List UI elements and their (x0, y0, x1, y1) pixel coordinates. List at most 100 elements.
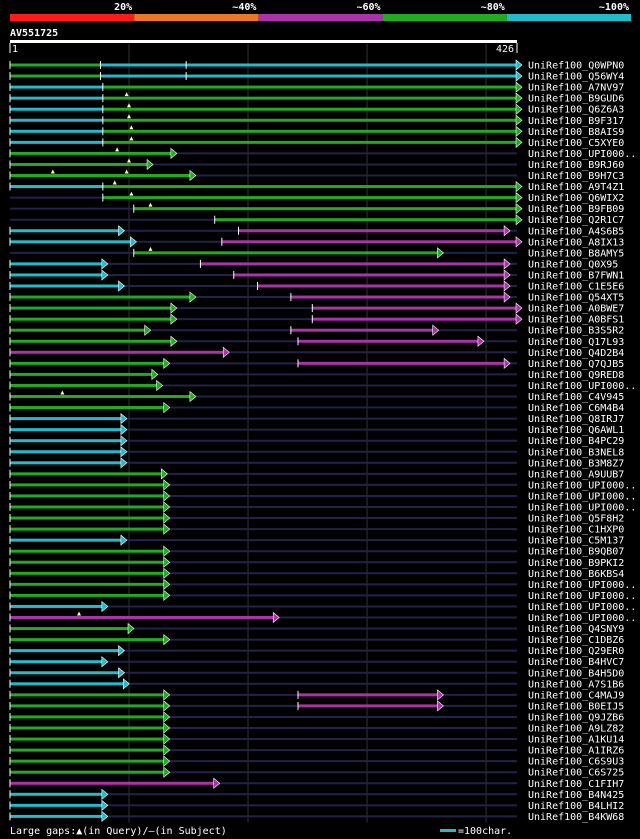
hit-row[interactable]: UniRef100_B3NEL8 (9, 446, 624, 459)
hit-label[interactable]: UniRef100_B7FWN1 (528, 270, 624, 281)
hit-row[interactable]: UniRef100_UPI000.. (9, 578, 636, 591)
hit-segment[interactable] (186, 63, 517, 67)
hit-segment[interactable] (10, 582, 165, 586)
hit-label[interactable]: UniRef100_B8AMY5 (528, 248, 624, 259)
hit-label[interactable]: UniRef100_UPI000.. (528, 149, 636, 160)
hit-label[interactable]: UniRef100_B3NEL8 (528, 447, 624, 458)
hit-segment[interactable] (10, 63, 101, 67)
hit-label[interactable]: UniRef100_C4V945 (528, 392, 624, 403)
hit-segment[interactable] (10, 85, 103, 89)
hit-label[interactable]: UniRef100_Q0WPN0 (528, 61, 624, 72)
hit-label[interactable]: UniRef100_C5XYE0 (528, 138, 624, 149)
hit-row[interactable]: UniRef100_B4PC29 (9, 435, 624, 448)
hit-label[interactable]: UniRef100_B4HVC7 (528, 657, 624, 668)
hit-segment[interactable] (290, 295, 506, 299)
hit-row[interactable]: UniRef100_B9F317 (9, 114, 624, 127)
hit-label[interactable]: UniRef100_UPI000.. (528, 613, 636, 624)
hit-row[interactable]: UniRef100_UPI000.. (9, 379, 636, 392)
hit-segment[interactable] (298, 361, 506, 365)
hit-label[interactable]: UniRef100_Q6AWL1 (528, 425, 624, 436)
hit-segment[interactable] (10, 174, 191, 177)
hit-row[interactable]: UniRef100_B4KW68 (9, 810, 624, 823)
hit-label[interactable]: UniRef100_C6S725 (528, 768, 624, 779)
hit-label[interactable]: UniRef100_B4N425 (528, 790, 624, 801)
hit-row[interactable]: UniRef100_UPI000.. (9, 589, 636, 602)
hit-label[interactable]: UniRef100_C6M4B4 (528, 403, 624, 414)
hit-segment[interactable] (10, 129, 103, 133)
hit-row[interactable]: UniRef100_Q29ER0 (9, 645, 624, 658)
hit-segment[interactable] (10, 317, 172, 321)
hit-segment[interactable] (10, 428, 122, 432)
hit-segment[interactable] (10, 814, 103, 818)
hit-label[interactable]: UniRef100_C6S9U3 (528, 757, 624, 768)
hit-row[interactable]: UniRef100_C6S9U3 (9, 755, 624, 768)
hit-label[interactable]: UniRef100_Q56WY4 (528, 72, 624, 83)
hit-segment[interactable] (298, 704, 439, 708)
hit-row[interactable]: UniRef100_A9LZ82 (9, 722, 624, 735)
hit-segment[interactable] (10, 803, 103, 807)
hit-segment[interactable] (10, 229, 120, 233)
hit-segment[interactable] (10, 715, 165, 719)
hit-label[interactable]: UniRef100_UPI000.. (528, 381, 636, 392)
hit-row[interactable]: UniRef100_Q6AWL1 (9, 424, 624, 437)
hit-label[interactable]: UniRef100_UPI000.. (528, 480, 636, 491)
hit-row[interactable]: UniRef100_Q5F8H2 (9, 512, 624, 525)
hit-label[interactable]: UniRef100_C5M137 (528, 536, 624, 547)
hit-row[interactable]: UniRef100_B4N425 (9, 788, 624, 801)
hit-segment[interactable] (312, 306, 517, 310)
hit-label[interactable]: UniRef100_UPI000.. (528, 591, 636, 602)
hit-label[interactable]: UniRef100_B6KBS4 (528, 569, 624, 580)
hit-segment[interactable] (10, 660, 103, 664)
hit-segment[interactable] (10, 74, 101, 78)
hit-row[interactable]: UniRef100_C6S725 (9, 766, 624, 779)
hit-label[interactable]: UniRef100_A9UUB7 (528, 469, 624, 480)
hit-segment[interactable] (10, 295, 191, 299)
hit-row[interactable]: UniRef100_A8IX13 (9, 236, 624, 249)
hit-segment[interactable] (10, 284, 120, 288)
hit-label[interactable]: UniRef100_Q4D2B4 (528, 348, 624, 359)
hit-row[interactable]: UniRef100_Q54XT5 (9, 291, 624, 304)
hit-segment[interactable] (10, 107, 103, 111)
hit-row[interactable]: UniRef100_Q0X95 (9, 258, 618, 271)
hit-segment[interactable] (312, 317, 517, 321)
hit-segment[interactable] (10, 472, 163, 476)
hit-row[interactable]: UniRef100_B9GUD6 (9, 92, 624, 105)
hit-segment[interactable] (10, 151, 172, 155)
hit-row[interactable]: UniRef100_A7S1B6 (9, 678, 624, 691)
hit-segment[interactable] (10, 593, 165, 597)
hit-label[interactable]: UniRef100_Q54XT5 (528, 293, 624, 304)
hit-row[interactable]: UniRef100_B9FB09 (10, 202, 624, 216)
hit-label[interactable]: UniRef100_C1FIH7 (528, 779, 624, 790)
hit-label[interactable]: UniRef100_C1HXP0 (528, 525, 624, 536)
hit-segment[interactable] (10, 162, 149, 166)
hit-row[interactable]: UniRef100_C4MAJ9 (9, 689, 624, 702)
hit-row[interactable]: UniRef100_C6M4B4 (9, 401, 624, 415)
hit-row[interactable]: UniRef100_Q6Z6A3 (9, 103, 624, 116)
hit-segment[interactable] (257, 284, 506, 288)
hit-segment[interactable] (10, 372, 153, 376)
hit-row[interactable]: UniRef100_Q56WY4 (9, 70, 624, 83)
hit-segment[interactable] (10, 649, 120, 653)
hit-segment[interactable] (200, 262, 506, 266)
hit-label[interactable]: UniRef100_UPI000.. (528, 580, 636, 591)
hit-segment[interactable] (10, 516, 165, 520)
hit-segment[interactable] (10, 306, 172, 310)
hit-segment[interactable] (10, 494, 165, 498)
hit-segment[interactable] (10, 682, 125, 686)
hit-segment[interactable] (10, 571, 165, 575)
hit-row[interactable]: UniRef100_A0BFS1 (9, 313, 624, 326)
hit-segment[interactable] (290, 328, 434, 332)
hit-row[interactable]: UniRef100_B7FWN1 (9, 269, 624, 282)
hit-row[interactable]: UniRef100_C4V945 (9, 390, 624, 404)
hit-segment[interactable] (133, 207, 517, 211)
hit-label[interactable]: UniRef100_Q6Z6A3 (528, 105, 624, 116)
hit-segment[interactable] (214, 218, 517, 222)
hit-segment[interactable] (10, 616, 275, 619)
hit-segment[interactable] (10, 560, 165, 564)
hit-row[interactable]: UniRef100_Q4D2B4 (9, 346, 624, 359)
hit-label[interactable]: UniRef100_Q17L93 (528, 337, 624, 348)
hit-row[interactable]: UniRef100_UPI000.. (9, 611, 636, 625)
hit-label[interactable]: UniRef100_A1KU14 (528, 735, 624, 746)
hit-row[interactable]: UniRef100_UPI000.. (9, 147, 636, 160)
hit-row[interactable]: UniRef100_C1HXP0 (9, 523, 624, 536)
